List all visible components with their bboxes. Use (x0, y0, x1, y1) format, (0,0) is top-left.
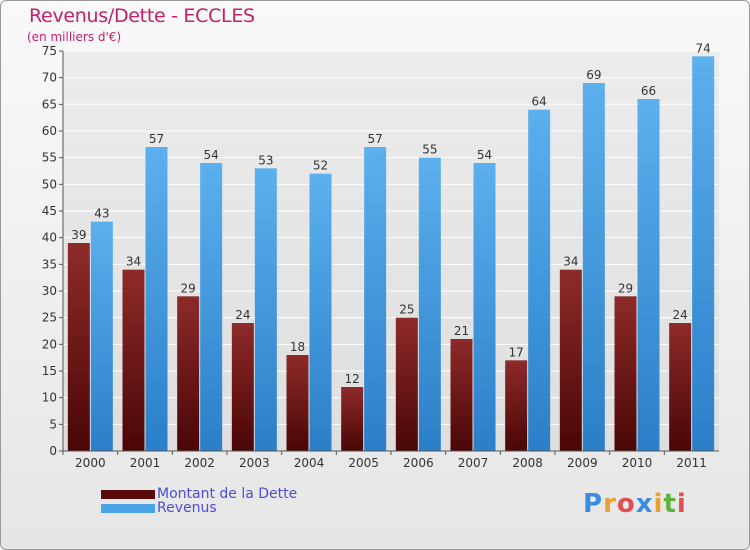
logo-letter: P (583, 489, 604, 519)
legend-swatch-revenus (101, 503, 155, 513)
y-tick-label: 55 (42, 151, 57, 165)
bar-revenus (692, 56, 715, 451)
data-label-revenus: 74 (696, 41, 711, 55)
x-tick-label: 2001 (130, 456, 161, 470)
y-tick-label: 5 (49, 417, 57, 431)
bar-revenus (309, 173, 332, 451)
y-tick-label: 40 (42, 231, 57, 245)
data-label-dette: 18 (290, 340, 305, 354)
y-tick-label: 60 (42, 124, 57, 138)
data-label-revenus: 43 (94, 207, 109, 221)
legend-item-dette: Montant de la Dette (101, 487, 297, 501)
data-label-revenus: 64 (532, 95, 547, 109)
y-tick-label: 75 (42, 44, 57, 58)
y-tick-label: 65 (42, 97, 57, 111)
data-label-dette: 25 (399, 303, 414, 317)
legend-swatch-dette (101, 489, 155, 499)
data-label-revenus: 66 (641, 84, 656, 98)
data-label-dette: 17 (509, 345, 524, 359)
bar-dette (122, 269, 145, 451)
bar-dette (286, 355, 309, 451)
x-tick-label: 2002 (184, 456, 215, 470)
data-label-dette: 34 (126, 255, 141, 269)
logo-letter: r (603, 489, 617, 519)
bar-revenus (364, 147, 387, 451)
data-label-dette: 29 (181, 281, 196, 295)
bar-dette (67, 243, 90, 451)
bar-dette (614, 296, 637, 451)
x-tick-label: 2003 (239, 456, 270, 470)
bar-dette (669, 323, 692, 451)
data-label-revenus: 54 (204, 148, 219, 162)
bar-dette (450, 339, 473, 451)
x-tick-label: 2009 (567, 456, 598, 470)
bar-dette (231, 323, 254, 451)
logo-letter: t (663, 489, 677, 519)
bar-revenus (473, 163, 496, 451)
y-tick-label: 35 (42, 257, 57, 271)
y-tick-label: 45 (42, 204, 57, 218)
data-label-revenus: 52 (313, 159, 328, 173)
data-label-revenus: 57 (368, 132, 383, 146)
legend: Montant de la Dette Revenus (101, 487, 297, 515)
data-label-dette: 24 (235, 308, 250, 322)
bar-revenus (418, 157, 441, 451)
y-tick-label: 70 (42, 71, 57, 85)
y-tick-label: 25 (42, 311, 57, 325)
bar-revenus (200, 163, 223, 451)
bar-revenus (582, 83, 605, 451)
x-tick-label: 2007 (458, 456, 489, 470)
logo-letter: x (635, 489, 654, 519)
x-tick-label: 2000 (75, 456, 106, 470)
bar-dette (341, 387, 364, 451)
x-tick-label: 2006 (403, 456, 434, 470)
x-tick-label: 2008 (512, 456, 543, 470)
bar-dette (395, 317, 418, 451)
y-tick-label: 15 (42, 364, 57, 378)
data-label-dette: 29 (618, 281, 633, 295)
x-tick-label: 2004 (294, 456, 325, 470)
bar-revenus (145, 147, 168, 451)
legend-item-revenus: Revenus (101, 501, 297, 515)
chart-title: Revenus/Dette - ECCLES (29, 5, 255, 27)
bar-dette (505, 360, 528, 451)
chart-subtitle: (en milliers d'€) (27, 30, 122, 44)
bar-revenus (90, 221, 113, 451)
data-label-revenus: 57 (149, 132, 164, 146)
bar-dette (177, 296, 200, 451)
data-label-dette: 12 (345, 372, 360, 386)
x-tick-label: 2011 (676, 456, 707, 470)
legend-label-revenus: Revenus (157, 500, 217, 516)
legend-label-dette: Montant de la Dette (157, 486, 298, 502)
logo-letter: o (616, 489, 636, 519)
data-label-revenus: 54 (477, 148, 492, 162)
data-label-dette: 39 (71, 228, 86, 242)
data-label-dette: 24 (673, 308, 688, 322)
plot-area (63, 51, 719, 451)
y-tick-label: 30 (42, 284, 57, 298)
logo-letter: i (653, 489, 664, 519)
x-tick-label: 2005 (348, 456, 379, 470)
data-label-revenus: 55 (422, 143, 437, 157)
logo-letter: i (676, 489, 687, 519)
y-tick-label: 0 (49, 444, 57, 458)
y-tick-label: 50 (42, 177, 57, 191)
bar-dette (559, 269, 582, 451)
data-label-dette: 21 (454, 324, 469, 338)
y-tick-label: 20 (42, 337, 57, 351)
data-label-revenus: 53 (258, 153, 273, 167)
data-label-revenus: 69 (586, 68, 601, 82)
proxiti-logo: Proxiti (583, 489, 687, 519)
x-tick-label: 2010 (622, 456, 653, 470)
bar-revenus (528, 109, 551, 452)
bar-revenus (637, 99, 660, 451)
bar-revenus (254, 168, 277, 452)
y-tick-label: 10 (42, 391, 57, 405)
data-label-dette: 34 (563, 255, 578, 269)
